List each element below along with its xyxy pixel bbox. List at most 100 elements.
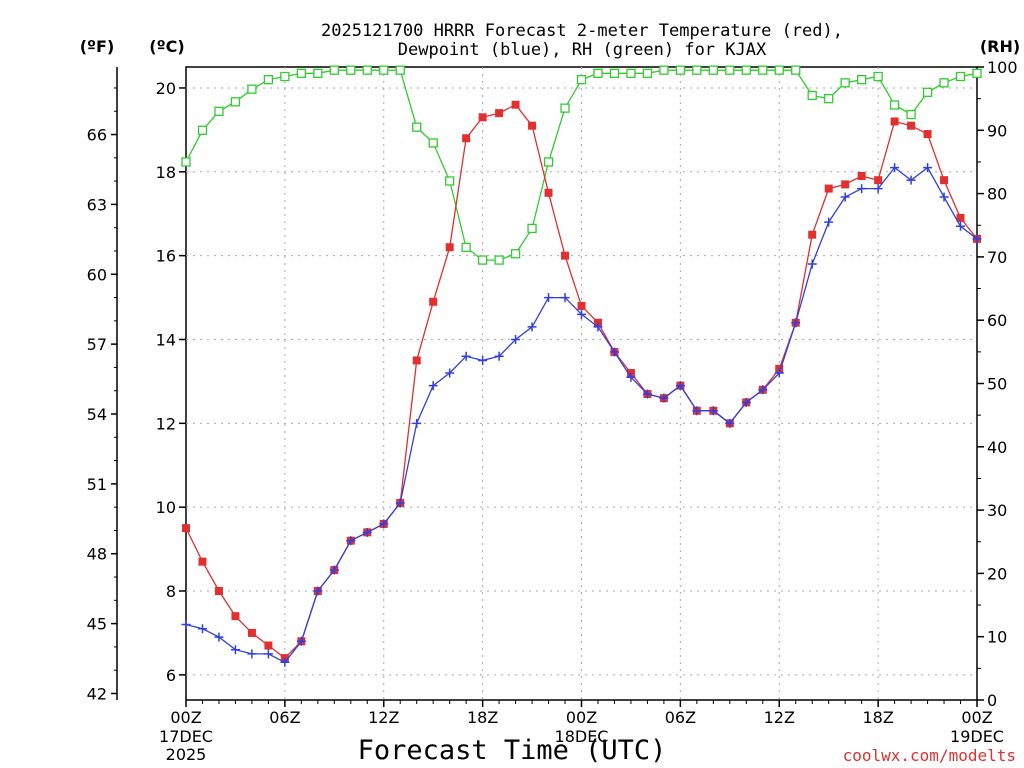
rh-tick-label: 20 [987, 564, 1007, 583]
rh-point [412, 122, 422, 132]
rh-point [214, 106, 224, 116]
temperature-point [577, 301, 586, 310]
temperature-point [824, 184, 833, 193]
rh-point [675, 65, 686, 75]
dewpoint-point [758, 385, 768, 395]
temperature-point [412, 356, 421, 365]
dewpoint-point [791, 318, 801, 328]
rh-tick-label: 80 [987, 185, 1007, 204]
temperature-point [528, 121, 537, 130]
fahrenheit-tick-label: 45 [87, 615, 107, 634]
dewpoint-point [560, 293, 570, 303]
time-tick-label: 12Z [764, 708, 795, 727]
rh-point [510, 249, 521, 259]
dewpoint-point [939, 192, 949, 202]
temperature-point [808, 230, 817, 239]
dewpoint-line [185, 166, 978, 664]
rh-unit-label: (RH) [980, 37, 1020, 56]
rh-point [922, 87, 933, 97]
temperature-point [182, 524, 190, 533]
temperature-point [561, 251, 570, 260]
fahrenheit-unit-label: (ºF) [80, 37, 115, 56]
dewpoint-point [280, 657, 290, 667]
dewpoint-point [659, 393, 669, 403]
rh-point [280, 71, 290, 82]
celsius-tick-label: 12 [156, 414, 176, 433]
fahrenheit-tick-label: 42 [87, 684, 107, 703]
dewpoint-point [774, 368, 784, 378]
celsius-tick-label: 20 [156, 79, 176, 98]
fahrenheit-tick-label: 57 [87, 335, 107, 354]
rh-point [741, 65, 751, 75]
dewpoint-point [906, 175, 916, 185]
rh-point [576, 75, 587, 85]
chart-title-line2: Dewpoint (blue), RH (green) for KJAX [398, 40, 767, 60]
rh-point [263, 75, 274, 85]
dewpoint-point [428, 381, 438, 391]
temperature-point [857, 171, 866, 180]
dewpoint-point [577, 309, 586, 319]
fahrenheit-tick-label: 51 [87, 475, 107, 494]
rh-point [659, 65, 669, 75]
temperature-point [445, 243, 454, 252]
dewpoint-point [824, 217, 834, 227]
rh-point [230, 97, 241, 107]
celsius-tick-label: 6 [166, 666, 176, 685]
rh-tick-label: 70 [987, 248, 1007, 267]
rh-point [313, 68, 323, 78]
rh-tick-label: 10 [987, 628, 1007, 647]
rh-point [395, 65, 405, 75]
rh-point [197, 125, 208, 135]
rh-point [494, 255, 504, 265]
time-tick-label: 00Z [566, 708, 597, 727]
rh-tick-label: 40 [987, 438, 1007, 457]
rh-point [362, 65, 372, 75]
date-label: 17DEC [159, 727, 213, 746]
rh-point [791, 65, 801, 75]
rh-point [642, 68, 653, 78]
dewpoint-point [642, 389, 652, 399]
temperature-point [956, 213, 965, 222]
dewpoint-point [412, 418, 422, 428]
dewpoint-point [197, 624, 207, 634]
rh-point [807, 90, 817, 101]
time-tick-label: 06Z [269, 708, 300, 727]
rh-point [840, 78, 850, 88]
time-tick-label: 18Z [862, 708, 893, 727]
rh-point [626, 68, 636, 78]
dewpoint-point [362, 527, 372, 537]
temperature-point [940, 176, 949, 185]
temperature-point [198, 557, 207, 566]
x-axis-label: Forecast Time (UTC) [358, 735, 667, 766]
time-tick-label: 18Z [467, 708, 498, 727]
rh-point [428, 138, 438, 148]
date-label: 19DEC [950, 727, 1004, 746]
dewpoint-point [313, 586, 323, 596]
rh-point [296, 68, 307, 78]
dewpoint-point [214, 632, 224, 642]
rh-point [445, 176, 455, 186]
dewpoint-point [346, 536, 356, 546]
temperature-point [495, 109, 504, 118]
series-layer [181, 65, 982, 667]
rh-point [527, 223, 537, 234]
rh-tick-label: 30 [987, 501, 1007, 520]
rh-tick-label: 0 [987, 691, 997, 710]
temperature-point [429, 297, 438, 306]
dewpoint-point [379, 519, 389, 529]
temperature-point [907, 121, 916, 130]
dewpoint-point [230, 645, 240, 655]
grid-lines [186, 67, 977, 700]
rh-point [692, 65, 702, 75]
celsius-tick-label: 16 [156, 247, 176, 266]
rh-point [725, 65, 735, 75]
dewpoint-point [725, 418, 735, 428]
temperature-point [214, 587, 223, 596]
dewpoint-point [527, 322, 537, 332]
rh-point [889, 100, 900, 110]
rh-point [972, 68, 982, 78]
temperature-point [923, 130, 932, 139]
rh-tick-label: 50 [987, 375, 1007, 394]
